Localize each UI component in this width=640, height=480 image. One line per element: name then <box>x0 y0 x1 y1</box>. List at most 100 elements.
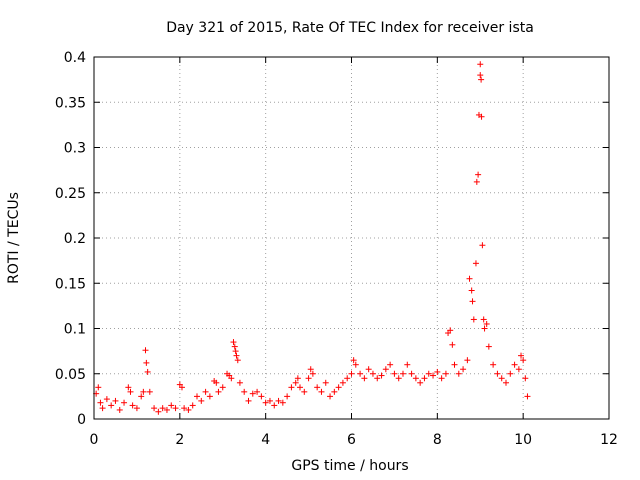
data-point <box>470 316 477 323</box>
x-tick-label: 10 <box>514 432 532 448</box>
data-point <box>129 402 136 409</box>
data-point <box>468 287 475 294</box>
data-point <box>477 61 484 68</box>
data-point <box>97 399 104 406</box>
data-point <box>275 397 282 404</box>
data-point <box>294 375 301 382</box>
data-point <box>307 366 314 373</box>
data-point <box>301 388 308 395</box>
data-point <box>231 343 238 350</box>
data-point <box>344 375 351 382</box>
y-tick-label: 0.25 <box>55 186 86 202</box>
data-point <box>434 368 441 375</box>
data-point <box>127 388 134 395</box>
data-markers <box>93 61 531 415</box>
data-point <box>178 384 185 391</box>
data-point <box>518 352 525 359</box>
data-point <box>271 402 278 409</box>
data-point <box>133 405 140 412</box>
data-point <box>206 393 213 400</box>
data-point <box>233 352 240 359</box>
data-point <box>421 375 428 382</box>
y-tick-label: 0.3 <box>64 141 86 157</box>
data-point <box>327 393 334 400</box>
data-point <box>309 370 316 377</box>
data-point <box>524 393 531 400</box>
data-point <box>503 379 509 386</box>
data-point <box>520 357 527 364</box>
data-point <box>219 384 226 391</box>
data-point <box>258 393 265 400</box>
data-point <box>151 405 158 412</box>
data-point <box>198 397 205 404</box>
data-point <box>515 366 522 373</box>
data-point <box>155 408 162 415</box>
data-point <box>292 379 299 386</box>
data-point <box>447 327 454 334</box>
data-point <box>404 361 411 368</box>
y-tick-label: 0.4 <box>64 50 86 66</box>
data-point <box>466 275 473 282</box>
data-point <box>387 361 394 368</box>
data-point <box>236 379 243 386</box>
data-point <box>159 405 166 412</box>
y-tick-label: 0.1 <box>64 322 86 338</box>
data-point <box>234 357 241 364</box>
chart-title: Day 321 of 2015, Rate Of TEC Index for r… <box>166 20 534 36</box>
data-point <box>144 368 151 375</box>
data-point <box>254 388 261 395</box>
data-point <box>232 348 239 355</box>
data-point <box>357 370 364 377</box>
data-point <box>228 375 235 382</box>
data-point <box>417 379 424 386</box>
data-point <box>483 320 490 327</box>
data-point <box>138 393 145 400</box>
data-point <box>498 375 505 382</box>
data-point <box>507 370 514 377</box>
data-point <box>378 372 385 379</box>
data-point <box>348 370 355 377</box>
data-point <box>249 390 256 397</box>
data-point <box>339 379 346 386</box>
y-axis-label: ROTI / TECUs <box>6 192 22 284</box>
data-point <box>478 76 485 83</box>
x-tick-label: 2 <box>175 432 184 448</box>
data-point <box>460 366 467 373</box>
data-point <box>215 388 222 395</box>
data-point <box>121 399 128 406</box>
data-point <box>143 359 150 366</box>
data-point <box>478 113 485 120</box>
data-point <box>318 388 325 395</box>
data-point <box>473 178 480 185</box>
axis-ticks: 0 0.05 0.1 0.15 0.2 0.25 0.3 0.35 0.4 0 2 4 6 8 10 12 <box>55 50 618 448</box>
data-point <box>142 347 149 354</box>
data-point <box>99 405 106 412</box>
y-tick-label: 0.15 <box>55 276 86 292</box>
x-tick-label: 6 <box>347 432 356 448</box>
data-point <box>469 298 476 305</box>
data-point <box>464 357 471 364</box>
data-point <box>202 388 209 395</box>
y-tick-label: 0 <box>77 412 86 428</box>
data-point <box>369 370 376 377</box>
data-point <box>481 325 488 332</box>
data-point <box>477 72 484 79</box>
y-tick-label: 0.2 <box>64 231 86 247</box>
data-point <box>241 388 248 395</box>
data-point <box>331 388 338 395</box>
x-tick-label: 8 <box>433 432 442 448</box>
data-point <box>408 370 415 377</box>
x-tick-label: 4 <box>261 432 270 448</box>
data-point <box>194 393 200 400</box>
data-point <box>350 357 357 364</box>
x-tick-label: 12 <box>600 432 618 448</box>
data-point <box>451 361 458 368</box>
data-point <box>430 372 437 379</box>
data-point <box>494 370 501 377</box>
gridlines <box>94 57 609 419</box>
data-point <box>365 366 372 373</box>
data-point <box>266 397 273 404</box>
data-point <box>391 370 398 377</box>
data-point <box>490 361 497 368</box>
